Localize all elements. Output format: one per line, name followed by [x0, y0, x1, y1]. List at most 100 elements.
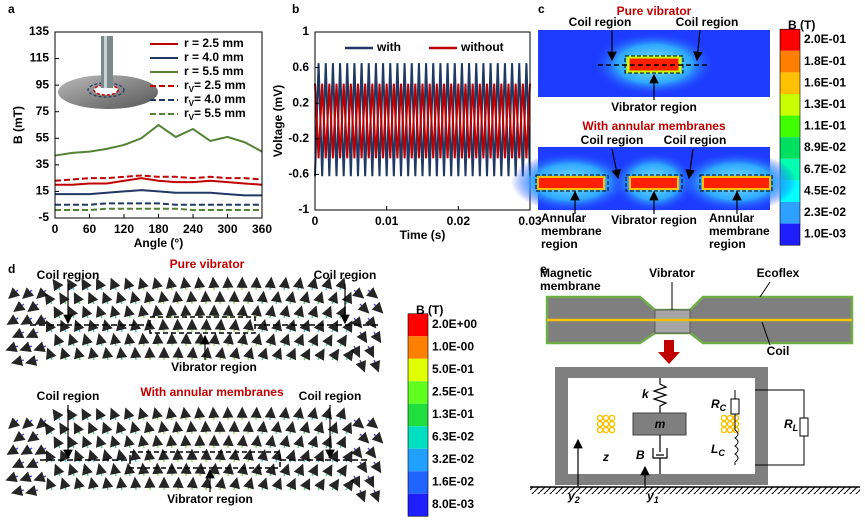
legend-sub: V: [189, 99, 195, 108]
field-vector: [285, 319, 297, 333]
field-vector: [265, 463, 277, 477]
field-vector: [152, 434, 164, 449]
field-vector: [307, 333, 319, 347]
field-vector: [152, 304, 164, 319]
field-vector: [251, 333, 262, 347]
field-vector: [307, 435, 319, 449]
field-hot: [629, 176, 679, 190]
label: 15: [36, 184, 50, 198]
field-vector: [328, 478, 340, 492]
field-vector: [130, 476, 142, 491]
label-main: R: [784, 417, 793, 431]
label: 240: [183, 222, 203, 236]
field-vector: [172, 448, 184, 463]
field-vector: [194, 332, 206, 347]
label: Annular: [709, 211, 755, 225]
label: 2.0E+00: [432, 317, 477, 331]
field-vector: [364, 316, 377, 329]
field-vector: [130, 346, 142, 361]
label: 1: [302, 24, 309, 38]
legend-rest: = 4.0 mm: [194, 92, 246, 106]
field-vector: [307, 407, 318, 421]
label: RC: [711, 397, 727, 413]
field-vector: [87, 291, 99, 305]
field-vector: [123, 407, 135, 421]
field-vector: [180, 406, 192, 421]
field-vector: [371, 431, 384, 444]
coil-turn: [608, 426, 616, 434]
field-vector: [370, 460, 382, 474]
field-vector: [214, 476, 226, 491]
colorbar-swatch: [780, 202, 800, 224]
label: Voltage (mV): [271, 85, 285, 157]
label: 3.2E-02: [432, 452, 474, 466]
field-vector: [82, 463, 93, 477]
label: Coil region: [664, 133, 727, 147]
field-vector: [242, 318, 254, 333]
field-vector: [242, 448, 254, 463]
label: 6.7E-02: [804, 162, 846, 176]
field-vector: [158, 318, 170, 333]
field-vector: [110, 332, 122, 347]
field-vector: [313, 421, 325, 435]
label: 0.01: [375, 214, 399, 228]
colorbar-swatch: [408, 471, 428, 494]
label-main: y: [646, 489, 655, 503]
field-vector: [229, 476, 240, 491]
ground: [530, 487, 860, 494]
field-vector: [25, 327, 39, 339]
field-vector: [137, 277, 149, 291]
label: 0.6: [292, 60, 309, 74]
label: Vibrator region: [611, 213, 697, 227]
field-vector: [115, 291, 127, 305]
field-vector: [81, 435, 93, 449]
legend-name: r = 4.0 mm: [184, 50, 244, 64]
label: 300: [217, 222, 237, 236]
field-vector: [22, 417, 35, 430]
field-vector: [96, 277, 107, 291]
label-sub: 2: [574, 495, 580, 505]
series-line: [314, 63, 531, 177]
field-vector: [342, 320, 353, 333]
colorbar-frame: [407, 313, 429, 517]
field-vector: [152, 407, 163, 421]
label: With annular membranes: [582, 119, 726, 133]
field-vector: [257, 318, 268, 333]
field-vector: [152, 332, 164, 347]
field-vector: [350, 316, 363, 329]
field-vector: [180, 304, 192, 319]
label: Coil region: [676, 15, 739, 29]
label: Angle (°): [134, 236, 183, 250]
field-vector: [208, 276, 220, 291]
field-vector: [270, 420, 282, 435]
series-line: [54, 123, 263, 157]
field-vector: [200, 318, 212, 333]
field-vector: [300, 478, 311, 491]
label: k: [642, 387, 650, 401]
label: 1.3E-01: [804, 97, 846, 111]
label: 75: [36, 104, 50, 118]
field-vector: [172, 476, 184, 491]
field-vector: [109, 435, 121, 449]
label: 2.0E-01: [804, 32, 846, 46]
field-vector: [74, 347, 85, 361]
field-vector: [101, 421, 113, 435]
field-vector: [96, 463, 107, 477]
field-vector: [53, 306, 64, 319]
inductor-lc: [734, 429, 739, 463]
field-vector: [36, 287, 49, 300]
vib-outline: [129, 451, 281, 469]
label: y1: [646, 489, 659, 505]
field-vector: [285, 477, 297, 491]
field-vector: [251, 463, 262, 477]
label: region: [709, 237, 746, 251]
label: -1: [298, 202, 309, 216]
label: B (T): [788, 18, 815, 32]
field-vector: [81, 278, 92, 291]
field-vector: [73, 292, 84, 305]
label: 120: [114, 222, 134, 236]
field-vector: [313, 291, 325, 305]
field-vector: [116, 346, 128, 361]
coil-turn: [732, 414, 740, 422]
field-vector: [52, 278, 64, 292]
